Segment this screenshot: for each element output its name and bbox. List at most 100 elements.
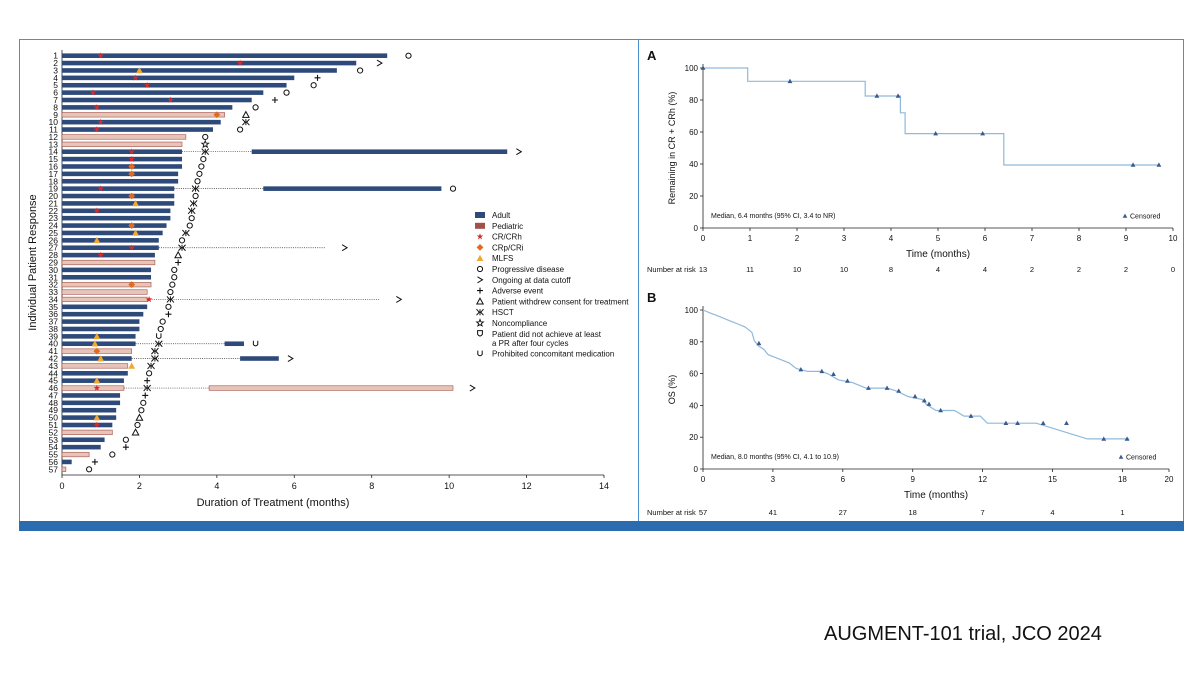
risk-count: 41: [769, 508, 777, 517]
event-marker: [357, 67, 364, 74]
event-marker: [187, 207, 196, 215]
response-marker: [128, 148, 135, 155]
legend-swatch: [476, 254, 484, 261]
treatment-bar: [62, 215, 171, 221]
treatment-bar: [62, 97, 252, 103]
legend-label: CR/CRh: [492, 233, 522, 242]
risk-count: 11: [746, 265, 754, 274]
treatment-bar: [62, 178, 179, 184]
response-marker: [97, 251, 104, 258]
censor-mark: [1040, 420, 1046, 426]
patient-id-label: 20: [49, 191, 59, 201]
event-marker: [131, 428, 140, 436]
patient-id-label: 8: [53, 102, 58, 112]
event-marker: [194, 178, 201, 185]
patient-id-label: 50: [49, 413, 59, 423]
censor-legend-label: Censored: [1130, 214, 1160, 221]
patient-id-label: 2: [53, 58, 58, 68]
risk-count: 2: [1077, 265, 1081, 274]
censor-mark: [926, 401, 932, 406]
patient-id-label: 5: [53, 80, 58, 90]
event-marker: [157, 325, 164, 333]
legend-symbol: [476, 308, 484, 316]
response-marker: [97, 118, 104, 125]
event-marker: [171, 266, 178, 273]
x-tick-label: 6: [292, 481, 297, 491]
response-marker: [128, 170, 136, 178]
km-y-tick-label: 80: [689, 338, 698, 347]
patient-id-label: 37: [49, 317, 59, 327]
treatment-bar: [62, 105, 233, 110]
risk-count: 7: [981, 508, 985, 517]
event-marker: [341, 244, 349, 252]
response-marker: [93, 126, 101, 133]
patient-id-label: 29: [49, 258, 59, 268]
censor-legend-mark: [1122, 213, 1128, 218]
response-marker: [93, 207, 101, 214]
censor-mark: [1156, 162, 1162, 167]
km-x-tick-label: 5: [936, 234, 941, 243]
x-tick-label: 10: [444, 481, 454, 491]
km-y-tick-label: 60: [689, 128, 698, 137]
patient-id-label: 56: [49, 457, 59, 467]
event-marker: [189, 200, 198, 207]
event-marker: [186, 222, 193, 229]
patient-id-label: 3: [53, 65, 58, 75]
patient-id-label: 6: [53, 88, 58, 98]
patient-id-label: 36: [49, 309, 59, 319]
event-marker: [135, 413, 144, 421]
patient-id-label: 14: [49, 147, 59, 157]
resumed-treatment-bar: [224, 341, 244, 347]
patient-id-label: 43: [49, 361, 59, 371]
event-marker: [201, 148, 210, 156]
response-marker: [93, 421, 101, 428]
patient-id-label: 25: [49, 228, 59, 238]
treatment-bar: [62, 75, 295, 81]
patient-id-label: 11: [49, 125, 58, 135]
censor-mark: [968, 413, 974, 418]
resumed-treatment-bar: [240, 356, 279, 361]
treatment-bar: [61, 363, 129, 369]
treatment-bar: [62, 119, 221, 125]
legend-label: Patient did not achieve at least: [492, 330, 602, 339]
treatment-bar: [62, 223, 167, 228]
event-marker: [154, 340, 163, 348]
treatment-bar: [62, 311, 144, 317]
km-y-tick-label: 0: [694, 465, 699, 474]
risk-count: 2: [1030, 265, 1034, 274]
response-marker: [167, 96, 174, 103]
event-marker: [252, 104, 259, 111]
treatment-bar: [62, 230, 163, 236]
event-marker: [165, 311, 172, 318]
event-marker: [166, 296, 175, 303]
response-marker: [97, 185, 104, 192]
patient-id-label: 54: [49, 442, 59, 452]
patient-id-label: 53: [49, 435, 59, 445]
treatment-bar: [62, 90, 264, 95]
response-marker: [93, 332, 101, 340]
patient-id-label: 47: [49, 390, 59, 400]
response-marker: [128, 244, 135, 251]
km-x-tick-label: 10: [1169, 234, 1178, 243]
treatment-bar: [61, 289, 148, 295]
response-marker: [128, 155, 135, 162]
event-marker: [169, 281, 176, 288]
risk-count: 18: [909, 508, 917, 517]
censor-mark: [938, 407, 944, 413]
event-marker: [146, 370, 153, 377]
patient-id-label: 7: [53, 95, 58, 105]
event-marker: [156, 333, 162, 340]
event-marker: [236, 126, 244, 133]
panel-letter: A: [647, 48, 657, 63]
resumed-treatment-bar: [263, 186, 442, 191]
patient-id-label: 21: [49, 198, 59, 208]
resumed-treatment-bar: [251, 149, 508, 155]
risk-count: 4: [1050, 508, 1054, 517]
patient-id-label: 44: [49, 368, 59, 378]
treatment-bar: [62, 378, 124, 383]
event-marker: [314, 74, 321, 81]
censor-mark: [895, 93, 901, 98]
km-y-axis-title: OS (%): [667, 375, 677, 405]
treatment-bar: [62, 393, 121, 398]
legend-swatch-adult: [475, 212, 485, 218]
